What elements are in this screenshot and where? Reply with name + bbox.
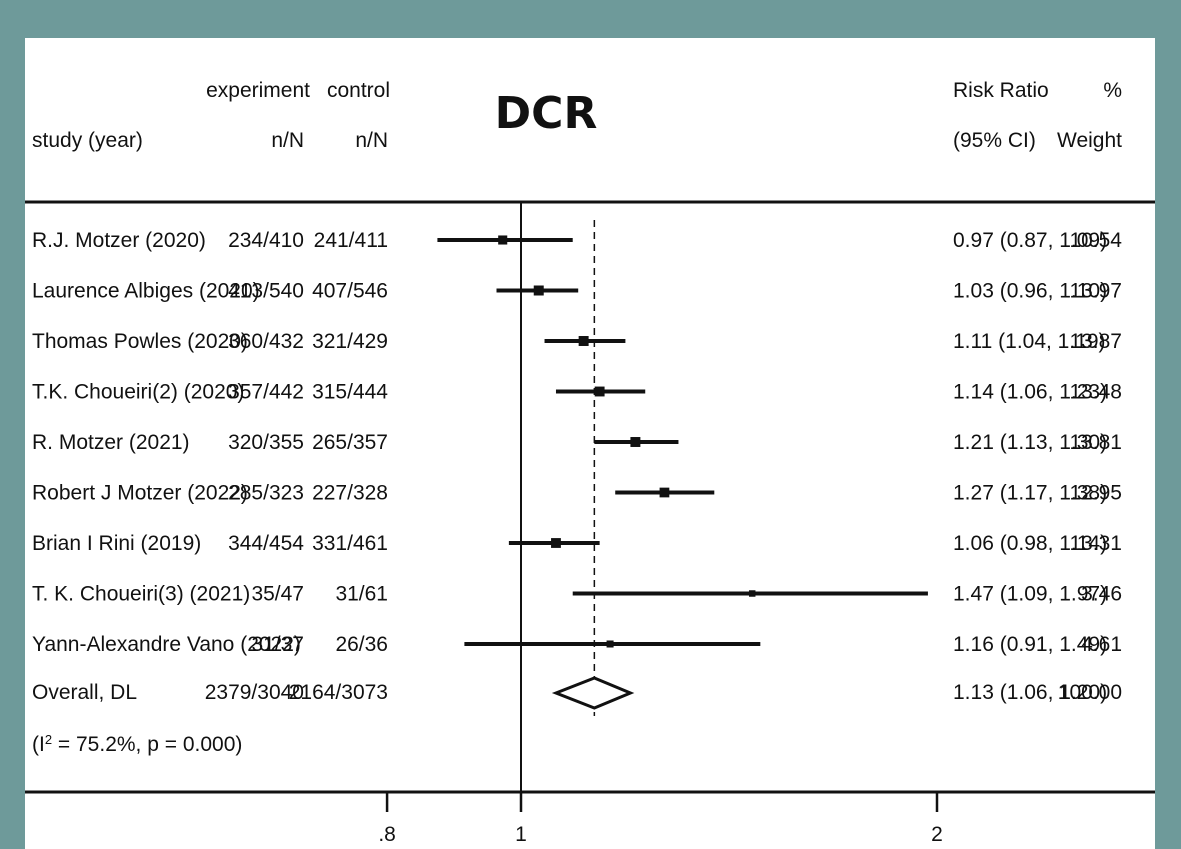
chart-marks: [437, 202, 928, 792]
header-percent: %: [1103, 79, 1122, 102]
study-label: T.K. Choueiri(2) (2020): [32, 381, 244, 404]
control-count: 227/328: [312, 482, 388, 505]
control-count: 315/444: [312, 381, 388, 404]
study-label: T. K. Choueiri(3) (2021): [32, 583, 250, 606]
experiment-count: 35/47: [251, 583, 304, 606]
experiment-count: 31/37: [251, 633, 304, 656]
header-weight: Weight: [1057, 129, 1122, 152]
header-study: study (year): [32, 129, 143, 152]
weight-text: 4.61: [1081, 633, 1122, 656]
control-count: 265/357: [312, 431, 388, 454]
overall-weight: 100.00: [1058, 681, 1122, 704]
study-label: Laurence Albiges (2020): [32, 280, 260, 303]
x-axis: .8 1 2: [378, 792, 943, 846]
ci-text: 1.03 (0.96, 1.10): [953, 280, 1107, 303]
overall-control: 2164/3073: [289, 681, 388, 704]
control-count: 241/411: [314, 229, 388, 252]
experiment-count: 285/323: [228, 482, 304, 505]
study-label: R.J. Motzer (2020): [32, 229, 206, 252]
point-estimate: [498, 235, 508, 245]
weight-text: 13.48: [1069, 381, 1122, 404]
experiment-count: 360/432: [228, 330, 304, 353]
ci-text: 1.21 (1.13, 1.30): [953, 431, 1107, 454]
ci-text: 1.06 (0.98, 1.14): [953, 532, 1107, 555]
ci-text: 1.47 (1.09, 1.97): [953, 583, 1107, 606]
point-estimate: [659, 487, 670, 498]
ci-text: 0.97 (0.87, 1.09): [953, 229, 1107, 252]
ci-text: 1.16 (0.91, 1.49): [953, 633, 1107, 656]
point-estimate: [533, 285, 544, 296]
point-estimate: [606, 640, 614, 648]
header-control: control: [327, 79, 390, 102]
heterogeneity-text: (I2 = 75.2%, p = 0.000): [32, 732, 242, 757]
study-label: R. Motzer (2021): [32, 431, 190, 454]
ci-text: 1.27 (1.17, 1.38): [953, 482, 1107, 505]
forest-plot: experiment control DCR Risk Ratio % stud…: [25, 79, 1155, 846]
study-rows: R.J. Motzer (2020) 234/410 241/411 0.97 (0.…: [32, 229, 1122, 656]
point-estimate: [748, 590, 756, 597]
weight-text: 3.46: [1081, 583, 1122, 606]
control-count: 31/61: [335, 583, 388, 606]
weight-text: 13.87: [1069, 330, 1122, 353]
point-estimate: [594, 386, 605, 397]
study-label: Robert J Motzer (2022): [32, 482, 248, 505]
x-tick-label: 2: [931, 823, 943, 846]
header-risk-ratio: Risk Ratio: [953, 79, 1049, 102]
weight-text: 13.97: [1069, 280, 1122, 303]
overall-experiment: 2379/3040: [205, 681, 304, 704]
point-estimate: [551, 538, 561, 548]
weight-text: 13.81: [1069, 431, 1122, 454]
study-label: Brian I Rini (2019): [32, 532, 201, 555]
experiment-count: 357/442: [228, 381, 304, 404]
weight-text: 10.54: [1069, 229, 1122, 252]
point-estimate: [578, 336, 589, 346]
weight-text: 12.95: [1069, 482, 1122, 505]
control-count: 26/36: [335, 633, 388, 656]
point-estimate: [630, 437, 641, 447]
weight-text: 13.31: [1069, 532, 1122, 555]
overall-label: Overall, DL: [32, 681, 137, 704]
control-count: 331/461: [312, 532, 388, 555]
x-tick-label: .8: [378, 823, 396, 846]
control-count: 321/429: [312, 330, 388, 353]
control-count: 407/546: [312, 280, 388, 303]
chart-title: DCR: [495, 88, 598, 139]
experiment-count: 320/355: [228, 431, 304, 454]
experiment-count: 413/540: [228, 280, 304, 303]
ci-text: 1.14 (1.06, 1.23): [953, 381, 1107, 404]
experiment-count: 344/454: [228, 532, 304, 555]
study-label: Yann-Alexandre Vano (2022): [32, 633, 301, 656]
overall-diamond: [551, 676, 635, 710]
header-control-nN: n/N: [355, 129, 388, 152]
header-ci: (95% CI): [953, 129, 1036, 152]
header-experiment: experiment: [206, 79, 310, 102]
ci-text: 1.11 (1.04, 1.19): [953, 330, 1106, 353]
x-tick-label: 1: [515, 823, 527, 846]
header-experiment-nN: n/N: [271, 129, 304, 152]
study-label: Thomas Powles (2020): [32, 330, 248, 353]
overall-ci: 1.13 (1.06, 1.20): [953, 681, 1107, 704]
experiment-count: 234/410: [228, 229, 304, 252]
chart-panel: experiment control DCR Risk Ratio % stud…: [25, 38, 1155, 849]
